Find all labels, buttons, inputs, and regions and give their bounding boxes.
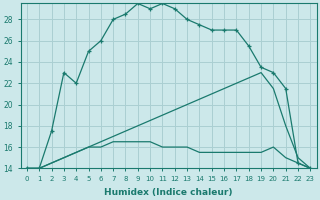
X-axis label: Humidex (Indice chaleur): Humidex (Indice chaleur) — [104, 188, 233, 197]
